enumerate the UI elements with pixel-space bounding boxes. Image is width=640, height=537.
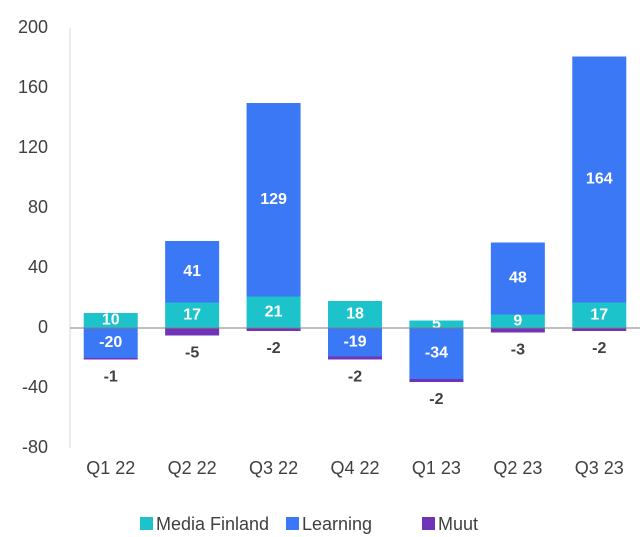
bar-segment <box>572 56 627 303</box>
bar-segment <box>490 242 545 315</box>
data-label: 21 <box>265 303 283 320</box>
y-tick-label: 200 <box>18 17 48 37</box>
bar-segment <box>572 302 627 328</box>
y-tick-label: 160 <box>18 77 48 97</box>
bar-segment <box>490 314 545 328</box>
data-label: 41 <box>183 263 201 280</box>
data-label: -1 <box>104 369 118 386</box>
y-tick-label: 40 <box>28 257 48 277</box>
bar-segment <box>572 328 627 331</box>
y-tick-label: 120 <box>18 137 48 157</box>
data-label: 5 <box>432 315 441 332</box>
data-label: -5 <box>185 345 199 362</box>
bar-segment <box>409 379 464 382</box>
legend-label: Media Finland <box>156 514 269 534</box>
legend-swatch <box>286 517 299 530</box>
bar-segment <box>328 356 382 360</box>
y-tick-label: 0 <box>38 317 48 337</box>
bar-segment <box>246 296 301 328</box>
data-label: -2 <box>429 391 443 408</box>
bar-segment <box>328 328 382 357</box>
data-label: -34 <box>425 345 448 362</box>
legend-swatch <box>140 517 153 530</box>
data-label: 164 <box>586 171 613 188</box>
legend-swatch <box>422 517 435 530</box>
y-tick-label: 80 <box>28 197 48 217</box>
bar-segment <box>246 103 301 297</box>
data-label: 10 <box>102 312 120 329</box>
x-tick-label: Q1 22 <box>86 458 135 478</box>
bar-segment <box>83 313 138 328</box>
data-label: -19 <box>343 333 366 350</box>
data-label: 9 <box>513 312 522 329</box>
y-tick-label: -80 <box>22 437 48 457</box>
x-tick-label: Q4 22 <box>330 458 379 478</box>
data-label: -2 <box>348 369 362 386</box>
data-label: 17 <box>183 306 201 323</box>
data-label: -3 <box>511 342 525 359</box>
bar-segment <box>83 328 138 358</box>
bar-segment <box>328 301 382 328</box>
bar-segment <box>409 320 464 328</box>
data-label: -20 <box>99 334 122 351</box>
data-label: 18 <box>346 306 364 323</box>
bar-segment <box>409 328 464 379</box>
legend-label: Muut <box>438 514 478 534</box>
x-tick-label: Q2 23 <box>493 458 542 478</box>
x-tick-label: Q2 22 <box>168 458 217 478</box>
bar-segment <box>490 328 545 333</box>
data-label: 48 <box>509 270 527 287</box>
bar-segment <box>246 328 301 331</box>
bar-segment <box>165 302 220 328</box>
x-tick-label: Q3 23 <box>575 458 624 478</box>
legend-label: Learning <box>302 514 372 534</box>
data-label: -2 <box>266 340 280 357</box>
data-label: 17 <box>590 306 608 323</box>
data-label: 129 <box>260 191 287 208</box>
x-tick-label: Q3 22 <box>249 458 298 478</box>
bar-segment <box>165 328 220 336</box>
data-label: -2 <box>592 340 606 357</box>
y-tick-label: -40 <box>22 377 48 397</box>
x-tick-label: Q1 23 <box>412 458 461 478</box>
bar-segment <box>165 241 220 303</box>
bar-segment <box>83 358 138 360</box>
